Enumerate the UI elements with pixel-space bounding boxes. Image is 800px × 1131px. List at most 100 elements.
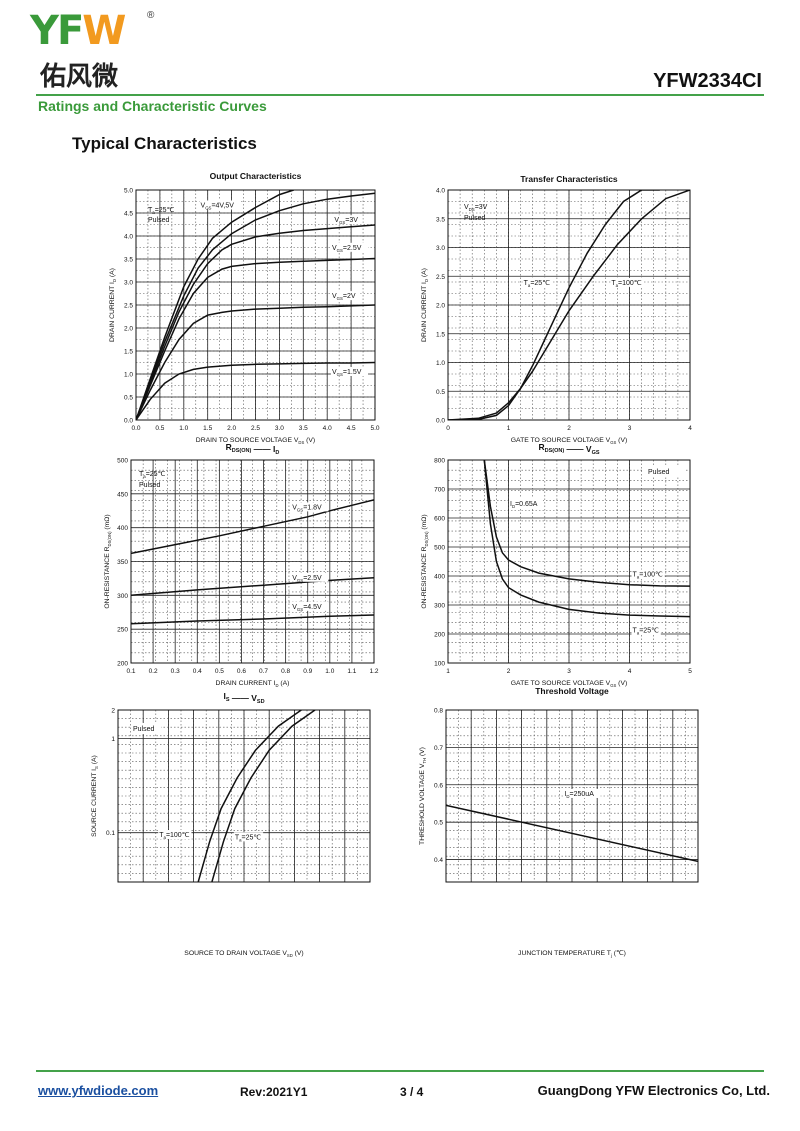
logo-text-orange: W bbox=[82, 8, 126, 54]
y-tick-label: 5.0 bbox=[124, 188, 133, 195]
y-axis-label: ON-RESISTANCE RDS(ON) (mΩ) bbox=[421, 514, 429, 608]
x-axis-label: SOURCE TO DRAIN VOLTAGE VSD (V) bbox=[184, 950, 303, 958]
section-title: Ratings and Characteristic Curves bbox=[38, 98, 267, 114]
series-label: ID=250uA bbox=[564, 791, 594, 799]
series-line bbox=[448, 190, 690, 420]
y-tick-label: 500 bbox=[117, 458, 128, 465]
y-tick-label: 1 bbox=[111, 736, 115, 743]
series-line bbox=[211, 710, 316, 882]
logo-wordmark: YFW bbox=[30, 8, 126, 54]
series-label-bg bbox=[330, 291, 361, 301]
series-label-bg bbox=[199, 200, 241, 210]
y-tick-label: 1.0 bbox=[436, 360, 445, 367]
x-tick-label: 2.5 bbox=[251, 425, 260, 432]
x-axis-label: JUNCTION TEMPERATURE Tj (℃) bbox=[518, 950, 626, 958]
y-tick-label: 300 bbox=[117, 593, 128, 600]
chart-4: 1 2 3 4 5 100 200 300 400 500 600 700 800 RDS(ON) —— … bbox=[421, 442, 692, 688]
series-line bbox=[197, 710, 302, 882]
annotation-pulsed: Pulsed bbox=[148, 217, 170, 224]
part-number: YFW2334CI bbox=[653, 70, 762, 92]
y-axis-label: SOURCE CURRENT IS (A) bbox=[91, 755, 99, 837]
series-label-bg bbox=[522, 277, 552, 287]
x-tick-label: 1.5 bbox=[203, 425, 212, 432]
chart-5: 0.1 1 2 IS —— VSD SOURCE TO DRAIN VOLTAGE VS… bbox=[91, 691, 371, 958]
series-line bbox=[131, 576, 374, 597]
y-tick-label: 0.0 bbox=[436, 418, 445, 425]
x-tick-label: 2 bbox=[507, 668, 511, 675]
y-tick-label: 2.0 bbox=[124, 326, 133, 333]
x-tick-label: 0.1 bbox=[126, 668, 135, 675]
series-label: VGS=2V bbox=[332, 293, 356, 301]
chart-title: Output Characteristics bbox=[210, 171, 302, 181]
chart-1: 0.0 0.5 1.0 1.5 2.0 2.5 3.0 3.5 4.0 4.5 5.0 0.0 0.5 1… bbox=[109, 171, 380, 445]
footer-company: GuangDong YFW Electronics Co, Ltd. bbox=[537, 1083, 770, 1098]
series-label: Ta=25℃ bbox=[235, 834, 262, 842]
chart-3: 0.1 0.2 0.3 0.4 0.5 0.6 0.7 0.8 0.9 1.0 1.1 1.2 200 2… bbox=[104, 442, 379, 688]
y-tick-label: 4.0 bbox=[436, 188, 445, 195]
x-tick-label: 3 bbox=[628, 425, 632, 432]
x-tick-label: 4.0 bbox=[323, 425, 332, 432]
y-tick-label: 300 bbox=[434, 603, 445, 610]
annotation-temperature: Ta=25℃ bbox=[139, 471, 166, 479]
logo-chinese-name: 佑风微 bbox=[40, 62, 119, 92]
series-line bbox=[136, 190, 294, 420]
x-axis-label: GATE TO SOURCE VOLTAGE VGS (V) bbox=[511, 437, 628, 445]
y-tick-label: 4.5 bbox=[124, 211, 133, 218]
x-tick-label: 0 bbox=[446, 425, 450, 432]
y-tick-label: 0.4 bbox=[434, 857, 443, 864]
plot-frame bbox=[445, 709, 699, 883]
x-tick-label: 2 bbox=[567, 425, 571, 432]
series-line bbox=[136, 361, 375, 420]
x-axis-label: DRAIN CURRENT ID (A) bbox=[216, 680, 290, 688]
series-label-bg bbox=[291, 572, 329, 582]
plot-frame bbox=[447, 459, 691, 664]
footer-divider bbox=[36, 1070, 764, 1072]
x-tick-label: 0.0 bbox=[131, 425, 140, 432]
annotation-bg bbox=[509, 498, 543, 508]
y-tick-label: 0.1 bbox=[106, 830, 115, 837]
x-tick-label: 5.0 bbox=[370, 425, 379, 432]
x-tick-label: 0.6 bbox=[237, 668, 246, 675]
series-label: Ta=25℃ bbox=[633, 628, 660, 636]
y-tick-label: 3.0 bbox=[124, 280, 133, 287]
plot-frame bbox=[117, 709, 371, 883]
x-tick-label: 0.4 bbox=[193, 668, 202, 675]
series-label: Ta=25℃ bbox=[524, 280, 551, 288]
annotation-pulsed: Pulsed bbox=[133, 726, 155, 733]
logo-text-green: YF bbox=[30, 8, 84, 54]
series-line bbox=[448, 190, 660, 420]
series-label-bg bbox=[291, 502, 329, 512]
series-line bbox=[483, 460, 690, 618]
series-line bbox=[136, 304, 375, 420]
x-tick-label: 1 bbox=[446, 668, 450, 675]
y-tick-label: 450 bbox=[117, 491, 128, 498]
series-line bbox=[136, 192, 375, 420]
chart-6: 0.4 0.5 0.6 0.7 0.8 Threshold Voltage JUNCTION… bbox=[419, 686, 699, 958]
registered-mark: ® bbox=[147, 10, 155, 21]
y-axis-label: THRESHOLD VOLTAGE VTH (V) bbox=[419, 747, 427, 845]
y-tick-label: 0.7 bbox=[434, 745, 443, 752]
series-label-bg bbox=[610, 277, 644, 287]
x-tick-label: 2.0 bbox=[227, 425, 236, 432]
series-line bbox=[446, 804, 698, 863]
series-label: VGS=1.8V bbox=[292, 504, 322, 512]
y-tick-label: 0.5 bbox=[434, 820, 443, 827]
x-tick-label: 0.7 bbox=[259, 668, 268, 675]
footer-website-link[interactable]: www.yfwdiode.com bbox=[38, 1083, 159, 1098]
y-tick-label: 800 bbox=[434, 458, 445, 465]
footer-page-number: 3 / 4 bbox=[400, 1085, 424, 1099]
y-tick-label: 2.5 bbox=[436, 274, 445, 281]
y-tick-label: 0.6 bbox=[434, 782, 443, 789]
series-label-bg bbox=[233, 832, 264, 842]
y-axis-label: ON-RESISTANCE RDS(ON) (mΩ) bbox=[104, 514, 112, 608]
plot-frame bbox=[130, 459, 375, 664]
plot-frame bbox=[447, 189, 691, 421]
series-label: VGS=2.5V bbox=[292, 575, 322, 583]
y-tick-label: 2 bbox=[111, 708, 115, 715]
annotation-vds: VDS=3V bbox=[464, 204, 488, 212]
y-tick-label: 200 bbox=[117, 661, 128, 668]
series-label: Ta=100℃ bbox=[611, 280, 641, 288]
x-tick-label: 4 bbox=[688, 425, 692, 432]
y-tick-label: 1.5 bbox=[124, 349, 133, 356]
